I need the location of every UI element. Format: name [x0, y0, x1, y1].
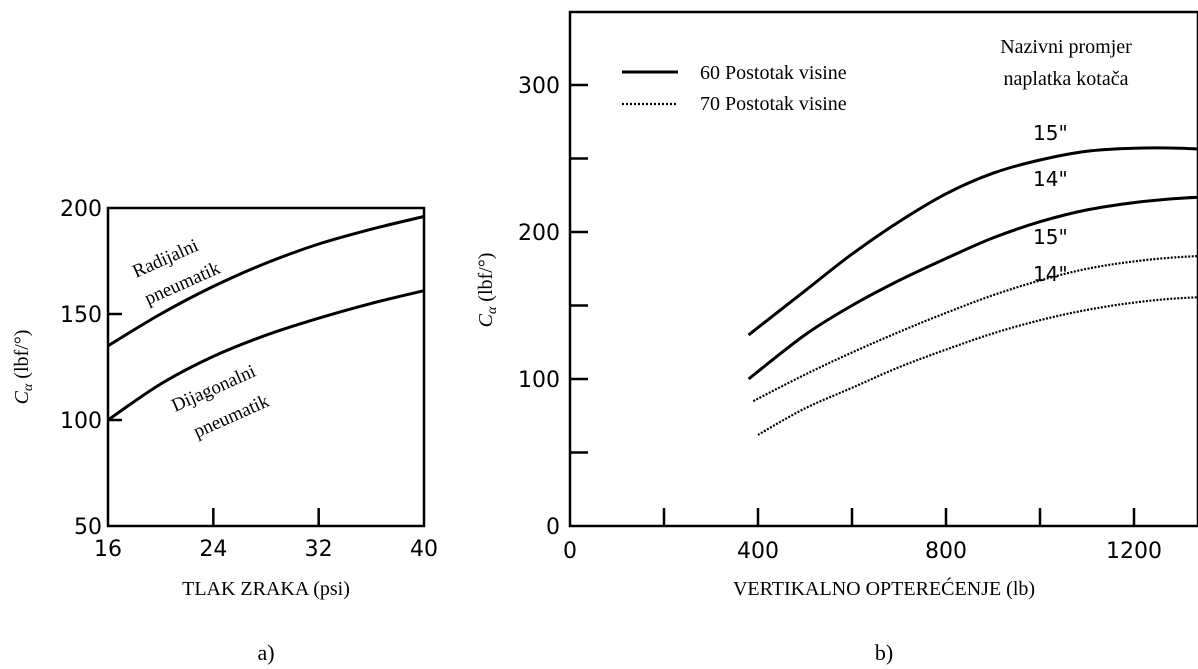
chart-b-x-tick-label-0: 0: [563, 539, 577, 564]
chart-b-x-axis-title: VERTIKALNO OPTEREĆENJE (lb): [733, 576, 1035, 600]
chart-b-y-tick-label-200: 200: [518, 221, 560, 246]
chart-a-x-tick-label-40: 40: [410, 537, 438, 562]
chart-b-annotation-line-1: Nazivni promjer: [1000, 36, 1132, 58]
chart-b-x-tick-label-1200: 1200: [1106, 539, 1162, 564]
chart-b-series-1-label: 15": [1033, 121, 1068, 145]
chart-b-series-2-label: 14": [1033, 167, 1068, 191]
chart-b-series-3-label: 15": [1033, 225, 1068, 249]
chart-b-x-tick-label-400: 400: [737, 539, 779, 564]
chart-b-x-tick-label-800: 800: [925, 539, 967, 564]
chart-b-series-4-line: [757, 296, 1198, 436]
chart-b-legend: 60 Postotak visine 70 Postotak visine: [622, 62, 847, 115]
chart-b-plot-frame: [568, 10, 1198, 528]
legend-label-60: 60 Postotak visine: [700, 62, 847, 84]
chart-b-curves: [747, 146, 1198, 436]
chart-a-y-ticks: 50 100 150 200: [60, 197, 122, 540]
chart-a-y-tick-label-150: 150: [60, 303, 102, 328]
chart-b-series-4-label: 14": [1033, 262, 1068, 286]
chart-a-series-2-line: [107, 289, 425, 422]
chart-a-curves: [107, 215, 425, 422]
chart-a-x-axis-title: TLAK ZRAKA (psi): [182, 578, 350, 600]
chart-b-series-2-line: [747, 195, 1198, 381]
chart-a-y-tick-label-100: 100: [60, 409, 102, 434]
chart-a-x-tick-label-32: 32: [305, 537, 333, 562]
chart-a-y-tick-label-200: 200: [60, 197, 102, 222]
chart-a-y-tick-label-50: 50: [74, 515, 102, 540]
chart-b-x-ticks: 040080012001600: [563, 508, 1162, 564]
chart-b-panel-label: b): [875, 640, 893, 665]
chart-a-x-tick-label-16: 16: [94, 537, 122, 562]
chart-b-series-1-line: [747, 146, 1198, 337]
chart-a-plot-frame: [106, 206, 426, 528]
chart-b-y-ticks: 0 100 200 300: [518, 74, 588, 540]
chart-b-annotation-line-2: naplatka kotača: [1004, 68, 1129, 90]
chart-a-x-tick-label-24: 24: [199, 537, 227, 562]
chart-a-panel-label: a): [257, 640, 274, 665]
chart-b-y-tick-label-300: 300: [518, 74, 560, 99]
legend-label-70: 70 Postotak visine: [700, 93, 847, 115]
chart-b-y-tick-label-0: 0: [546, 515, 560, 540]
chart-b-y-tick-label-100: 100: [518, 368, 560, 393]
chart-b-y-axis-title: Cα (lbf/°): [475, 253, 500, 328]
chart-a-x-ticks: 16 24 32 40: [94, 508, 438, 562]
chart-a-series-1-line: [107, 215, 425, 348]
chart-a-y-axis-title: Cα (lbf/°): [11, 330, 36, 405]
